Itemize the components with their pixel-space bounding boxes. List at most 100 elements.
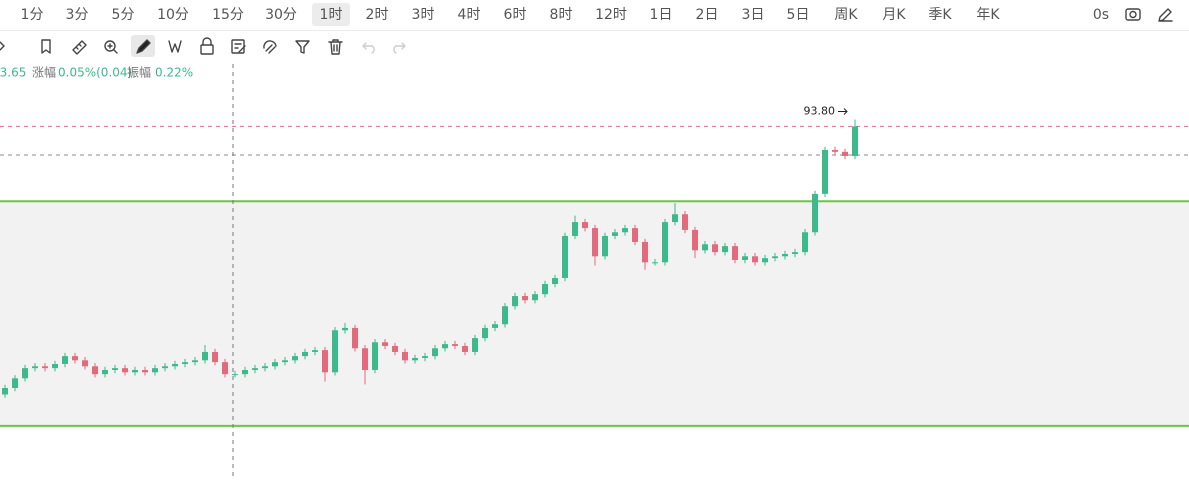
- candle-body: [462, 345, 468, 352]
- candle-body: [512, 296, 518, 307]
- tool-pattern[interactable]: [168, 40, 182, 53]
- interval-tab[interactable]: 3日: [742, 7, 765, 23]
- interval-tab[interactable]: 3时: [412, 7, 435, 23]
- candle-body: [72, 356, 78, 361]
- candle-body: [132, 369, 138, 373]
- interval-tab[interactable]: 1分: [21, 7, 44, 23]
- tool-lock[interactable]: [200, 37, 214, 55]
- info-line: 93.65 涨幅 0.05%(0.04) 振幅 0.22%: [0, 65, 193, 80]
- candle-body: [372, 342, 378, 370]
- candle-body: [762, 258, 768, 263]
- candle-body: [172, 363, 178, 367]
- candle-body: [662, 222, 668, 263]
- candle-body: [622, 228, 628, 233]
- candle-body: [752, 256, 758, 263]
- tool-zoom[interactable]: [104, 40, 118, 54]
- candle-body: [122, 368, 128, 373]
- candle-body: [282, 360, 288, 363]
- candle-body: [192, 360, 198, 363]
- tool-delete[interactable]: [328, 39, 343, 55]
- candle-body: [112, 368, 118, 370]
- candle-body: [322, 350, 328, 373]
- interval-active-bg: [312, 3, 350, 26]
- candle-body: [242, 369, 248, 375]
- candle-body: [442, 344, 448, 349]
- interval-tab[interactable]: 30分: [265, 7, 297, 23]
- candle-body: [842, 151, 848, 156]
- candle-body: [802, 232, 808, 253]
- candle-body: [82, 360, 88, 367]
- candle-body: [482, 327, 488, 339]
- interval-tab[interactable]: 月K: [882, 7, 906, 23]
- interval-tab[interactable]: 周K: [834, 7, 858, 23]
- interval-tab[interactable]: 2时: [366, 7, 389, 23]
- candle-body: [832, 149, 838, 152]
- chart-area: 93.80: [0, 104, 1189, 427]
- candle-body: [392, 345, 398, 352]
- interval-tab[interactable]: 8时: [550, 7, 573, 23]
- interval-tab[interactable]: 1时: [320, 7, 343, 23]
- interval-tab[interactable]: 5分: [112, 7, 135, 23]
- candle-body: [472, 338, 478, 352]
- info-price: 93.65: [0, 66, 26, 80]
- tool-edit-box[interactable]: [231, 39, 246, 54]
- info-change-label: 涨幅: [32, 65, 56, 80]
- candle-body: [302, 351, 308, 357]
- candle-body: [312, 350, 318, 352]
- candle-body: [632, 228, 638, 242]
- tool-collapse[interactable]: [0, 41, 5, 51]
- candle-body: [32, 366, 38, 369]
- candle-body: [232, 374, 238, 376]
- interval-tab[interactable]: 5日: [787, 7, 810, 23]
- info-amplitude: 0.22%: [155, 66, 193, 80]
- interval-tab[interactable]: 3分: [66, 7, 89, 23]
- tool-filter[interactable]: [295, 40, 310, 54]
- interval-bar: [0, 0, 1189, 30]
- interval-tab[interactable]: 季K: [928, 7, 952, 23]
- tool-pen[interactable]: [136, 39, 151, 54]
- candle-body: [532, 294, 538, 301]
- candle-body: [152, 368, 158, 373]
- candle-body: [552, 278, 558, 285]
- candle-body: [2, 388, 8, 395]
- candle-body: [262, 366, 268, 369]
- candle-body: [162, 366, 168, 369]
- timer: 0s: [1093, 7, 1109, 23]
- interval-tab[interactable]: 10分: [157, 7, 189, 23]
- candle-body: [692, 229, 698, 251]
- candle-body: [252, 368, 258, 370]
- camera-icon[interactable]: [1125, 8, 1141, 21]
- info-amplitude-label: 振幅: [127, 65, 151, 80]
- candle-body: [702, 244, 708, 251]
- drawing-toolbar: [0, 35, 406, 57]
- candle-body: [742, 256, 748, 260]
- edit-icon[interactable]: [1158, 8, 1173, 22]
- candle-body: [452, 344, 458, 346]
- candle-body: [732, 246, 738, 260]
- candle-body: [212, 351, 218, 363]
- tool-redo[interactable]: [393, 42, 406, 54]
- interval-tab[interactable]: 12时: [595, 7, 627, 23]
- candle-body: [382, 342, 388, 346]
- interval-tab[interactable]: 15分: [212, 7, 244, 23]
- interval-tab[interactable]: 1日: [650, 7, 673, 23]
- candle-body: [822, 149, 828, 194]
- candle-body: [502, 306, 508, 325]
- interval-tab[interactable]: 6时: [504, 7, 527, 23]
- interval-tab[interactable]: 2日: [696, 7, 719, 23]
- interval-tab[interactable]: 年K: [976, 7, 1000, 23]
- tool-ruler[interactable]: [72, 40, 87, 55]
- info-change: 0.05%(0.04): [58, 66, 132, 80]
- interval-tab[interactable]: 4时: [458, 7, 481, 23]
- tool-bookmark[interactable]: [41, 39, 51, 54]
- candle-body: [792, 252, 798, 254]
- candle-body: [332, 330, 338, 373]
- candle-body: [612, 232, 618, 236]
- tool-magnet[interactable]: [263, 40, 277, 54]
- candle-body: [142, 369, 148, 373]
- candle-body: [272, 362, 278, 367]
- candle-body: [342, 327, 348, 331]
- tool-undo[interactable]: [362, 42, 375, 54]
- candle-body: [292, 356, 298, 361]
